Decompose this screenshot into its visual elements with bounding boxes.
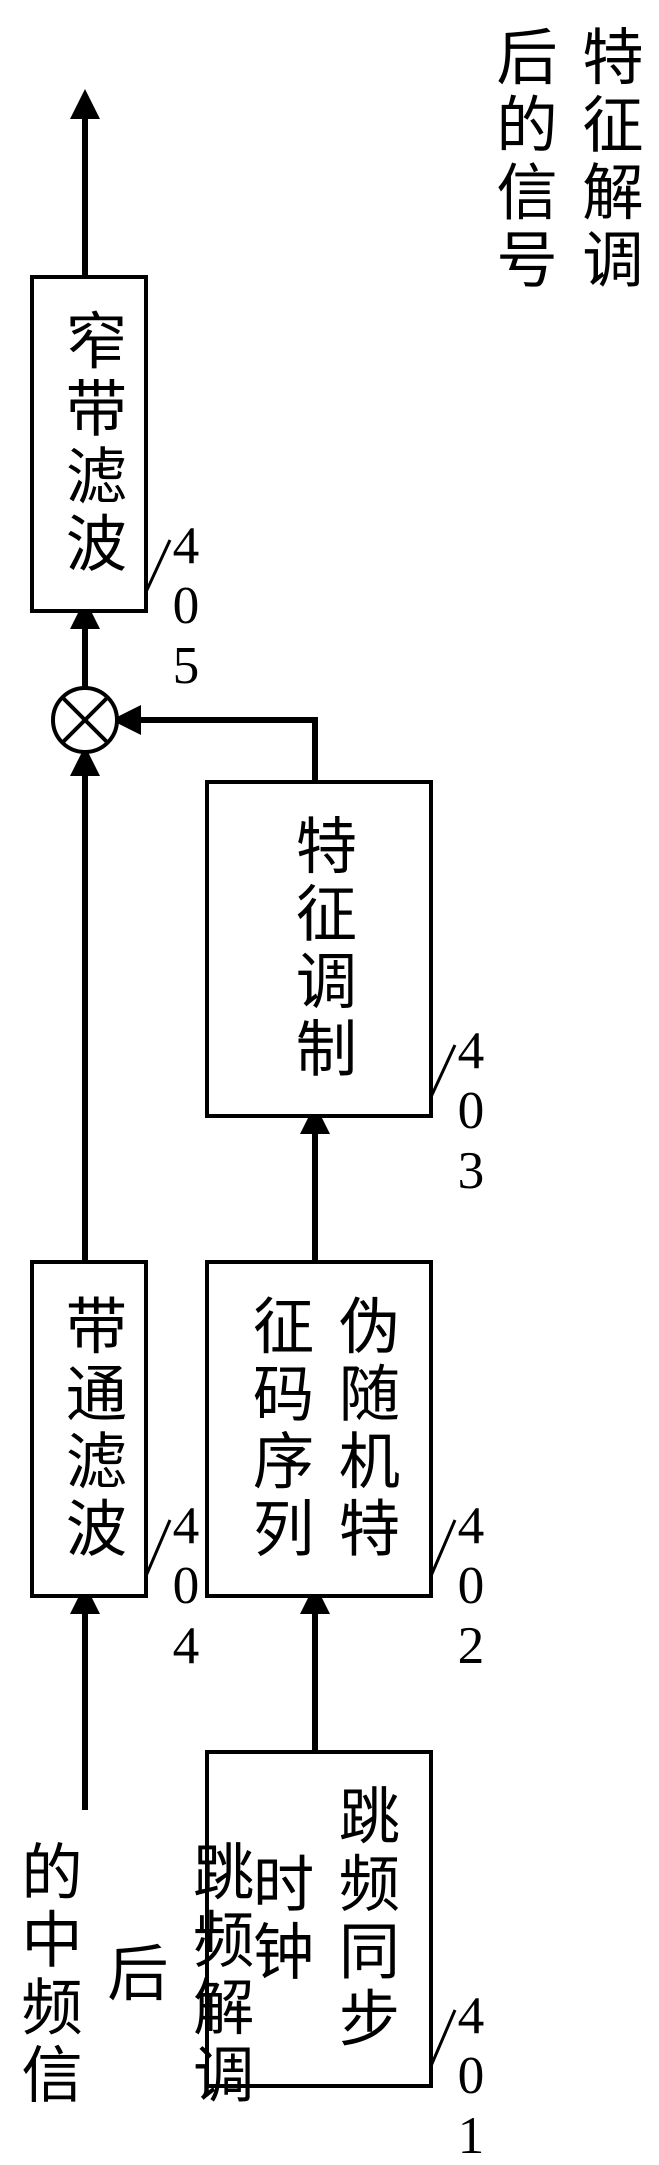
ref-401: 401 [440,1985,502,2165]
block-403-feature-modulation: 特征调制 [205,780,433,1118]
block-404-label: 带通滤波 [46,1294,132,1564]
output-label: 特征解调 后的信号 [505,0,620,325]
ref-405: 405 [155,515,217,695]
ref-404: 404 [155,1495,217,1675]
block-405-narrowband-filter: 窄带滤波 [30,275,148,613]
input-label: 跳频解调后 的中频信号 [30,1810,145,2140]
block-403-label: 特征调制 [276,814,362,1084]
block-405-label: 窄带滤波 [46,309,132,579]
block-402-pn-feature-sequence: 伪随机特 征码序列 [205,1260,433,1598]
block-404-bandpass-filter: 带通滤波 [30,1260,148,1598]
ref-403: 403 [440,1020,502,1200]
ref-402: 402 [440,1495,502,1675]
block-402-label: 伪随机特 征码序列 [233,1294,405,1564]
